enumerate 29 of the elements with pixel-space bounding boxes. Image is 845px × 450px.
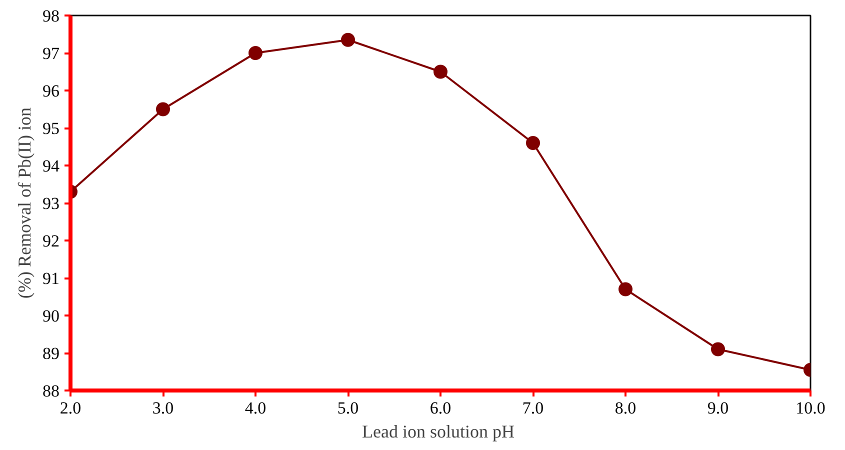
point — [526, 136, 540, 150]
y-tick-label: 92 — [42, 232, 60, 250]
y-tick-label: 88 — [42, 382, 60, 400]
point — [618, 282, 632, 296]
x-tick-label: 10.0 — [796, 398, 826, 418]
y-tick-label: 93 — [42, 194, 60, 213]
x-tick-label: 4.0 — [244, 398, 266, 418]
x-tick-label: 8.0 — [614, 398, 636, 418]
point — [434, 64, 448, 79]
y-tick-label: 89 — [42, 344, 60, 363]
point — [711, 342, 725, 356]
y-tick-label: 97 — [42, 44, 60, 63]
x-tick-label: 2.0 — [60, 398, 82, 418]
y-tick-label: 94 — [42, 156, 60, 176]
point — [248, 46, 262, 60]
x-axis-title: Lead ion solution pH — [362, 422, 514, 442]
point — [341, 32, 355, 47]
x-tick-label: 9.0 — [707, 398, 729, 418]
x-tick-label: 6.0 — [430, 398, 452, 418]
y-tick-label: 91 — [42, 269, 60, 288]
x-tick-label: 7.0 — [522, 398, 544, 418]
y-tick-label: 98 — [42, 6, 60, 26]
x-tick-label: 3.0 — [152, 398, 174, 418]
y-axis-title: (%) Removal of Pb(II) ion — [14, 108, 34, 298]
point — [156, 102, 170, 116]
y-tick-label: 90 — [42, 306, 60, 326]
x-tick-label: 5.0 — [337, 398, 359, 418]
y-tick-label: 96 — [42, 82, 60, 100]
y-tick-label: 95 — [42, 119, 60, 138]
